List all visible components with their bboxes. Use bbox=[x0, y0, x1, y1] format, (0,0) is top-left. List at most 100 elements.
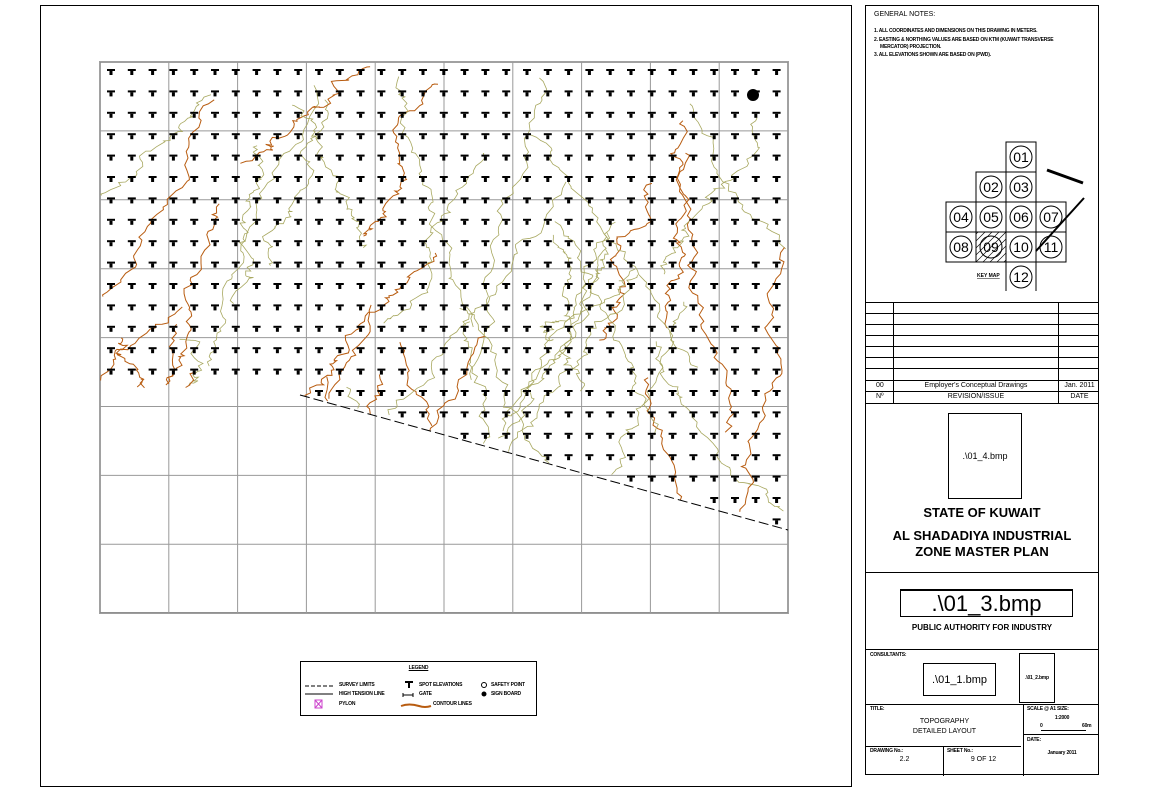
contour-line bbox=[676, 152, 735, 433]
spot-elevation-mark bbox=[359, 92, 363, 97]
key-map-sheet-06: 06 bbox=[1005, 201, 1037, 233]
spot-elevation-icon bbox=[606, 411, 615, 418]
spot-elevation-icon bbox=[439, 154, 448, 161]
spot-elevation-mark bbox=[689, 347, 698, 350]
spot-elevation-mark bbox=[543, 283, 552, 285]
spot-elevation-mark bbox=[442, 92, 446, 97]
spot-elevation-mark bbox=[543, 390, 552, 392]
spot-elevation-mark bbox=[650, 434, 654, 439]
spot-elevation-mark bbox=[772, 390, 781, 392]
spot-elevation-mark bbox=[647, 261, 656, 264]
spot-elevation-icon bbox=[460, 240, 469, 247]
spot-elevation-mark bbox=[564, 154, 573, 157]
spot-elevation-icon bbox=[419, 325, 427, 332]
spot-elevation-icon bbox=[751, 261, 760, 268]
spot-elevation-mark bbox=[252, 197, 261, 200]
spot-elevation-mark bbox=[606, 325, 615, 328]
spot-elevation-mark bbox=[338, 327, 342, 332]
spot-elevation-mark bbox=[564, 176, 573, 178]
spot-elevation-mark bbox=[231, 347, 240, 350]
spot-elevation-mark bbox=[502, 197, 511, 200]
spot-elevation-mark bbox=[315, 261, 323, 264]
spot-elevation-mark bbox=[567, 349, 571, 354]
divider bbox=[943, 746, 944, 776]
spot-elevation-mark bbox=[564, 390, 573, 392]
spot-elevation-icon bbox=[627, 454, 635, 461]
spot-elevation-mark bbox=[668, 475, 677, 478]
spot-elevation-icon bbox=[731, 154, 739, 161]
spot-elevation-icon bbox=[668, 133, 677, 140]
spot-elevation-mark bbox=[234, 135, 238, 140]
spot-elevation-icon bbox=[543, 197, 552, 204]
spot-elevation-mark bbox=[712, 135, 716, 140]
spot-elevation-mark bbox=[671, 285, 675, 289]
spot-elevation-icon bbox=[731, 218, 739, 225]
spot-elevation-icon bbox=[543, 347, 552, 354]
spot-elevation-icon bbox=[273, 90, 282, 97]
spot-elevation-mark bbox=[775, 413, 779, 418]
spot-elevation-mark bbox=[650, 113, 654, 118]
spot-elevation-mark bbox=[650, 306, 654, 311]
spot-elevation-mark bbox=[439, 347, 448, 350]
spot-elevation-icon bbox=[211, 197, 219, 204]
spot-elevation-mark bbox=[335, 283, 344, 285]
contour-line bbox=[185, 372, 195, 388]
spot-elevation-mark bbox=[754, 285, 758, 289]
spot-elevation-mark bbox=[567, 456, 571, 461]
spot-elevation-mark bbox=[483, 156, 487, 161]
spot-elevation-mark bbox=[754, 370, 758, 375]
spot-elevation-icon bbox=[647, 325, 656, 332]
spot-elevation-mark bbox=[754, 434, 758, 439]
spot-elevation-mark bbox=[668, 325, 677, 328]
spot-elevation-icon bbox=[127, 261, 136, 268]
spot-elevation-mark bbox=[710, 432, 719, 435]
spot-elevation-mark bbox=[567, 199, 571, 204]
spot-elevation-mark bbox=[671, 113, 675, 118]
spot-elevation-mark bbox=[751, 261, 760, 264]
spot-elevation-mark bbox=[772, 240, 781, 243]
spot-elevation-mark bbox=[315, 176, 323, 178]
contour-line bbox=[362, 83, 439, 237]
spot-elevation-mark bbox=[379, 92, 383, 97]
spot-elevation-icon bbox=[710, 411, 719, 418]
spot-elevation-mark bbox=[751, 197, 760, 200]
spot-elevation-icon bbox=[169, 261, 178, 268]
spot-elevation-mark bbox=[754, 349, 758, 354]
spot-elevation-mark bbox=[211, 218, 219, 221]
spot-elevation-mark bbox=[608, 306, 612, 311]
spot-elevation-icon bbox=[585, 304, 594, 311]
spot-elevation-mark bbox=[504, 178, 508, 182]
spot-elevation-mark bbox=[127, 69, 136, 71]
spot-elevation-mark bbox=[689, 176, 698, 178]
spot-elevation-mark bbox=[421, 242, 425, 247]
spot-elevation-icon bbox=[252, 347, 261, 354]
spot-elevation-mark bbox=[647, 475, 656, 478]
spot-elevation-mark bbox=[546, 199, 550, 204]
spot-elevation-icon bbox=[377, 90, 386, 97]
spot-elevation-mark bbox=[733, 499, 737, 503]
spot-elevation-mark bbox=[525, 135, 529, 140]
spot-elevation-mark bbox=[130, 242, 134, 247]
spot-elevation-icon bbox=[751, 240, 760, 247]
spot-elevation-mark bbox=[650, 135, 654, 140]
spot-elevation-mark bbox=[689, 454, 698, 457]
spot-elevation-icon bbox=[481, 133, 490, 140]
spot-elevation-mark bbox=[190, 347, 199, 350]
spot-elevation-mark bbox=[442, 242, 446, 247]
spot-elevation-mark bbox=[419, 69, 427, 71]
spot-elevation-icon bbox=[439, 411, 448, 418]
spot-elevation-mark bbox=[294, 283, 303, 285]
spot-elevation-icon bbox=[419, 261, 427, 268]
spot-elevation-icon bbox=[335, 133, 344, 140]
spot-elevation-mark bbox=[460, 261, 469, 264]
spot-elevation-icon bbox=[190, 69, 199, 75]
spot-elevation-mark bbox=[379, 156, 383, 161]
spot-elevation-mark bbox=[398, 133, 407, 136]
spot-elevation-icon bbox=[169, 347, 178, 354]
spot-elevation-icon bbox=[689, 390, 698, 396]
spot-elevation-mark bbox=[585, 261, 594, 264]
spot-elevation-mark bbox=[525, 220, 529, 225]
spot-elevation-mark bbox=[543, 176, 552, 178]
spot-elevation-mark bbox=[109, 263, 113, 268]
spot-elevation-icon bbox=[668, 90, 677, 97]
